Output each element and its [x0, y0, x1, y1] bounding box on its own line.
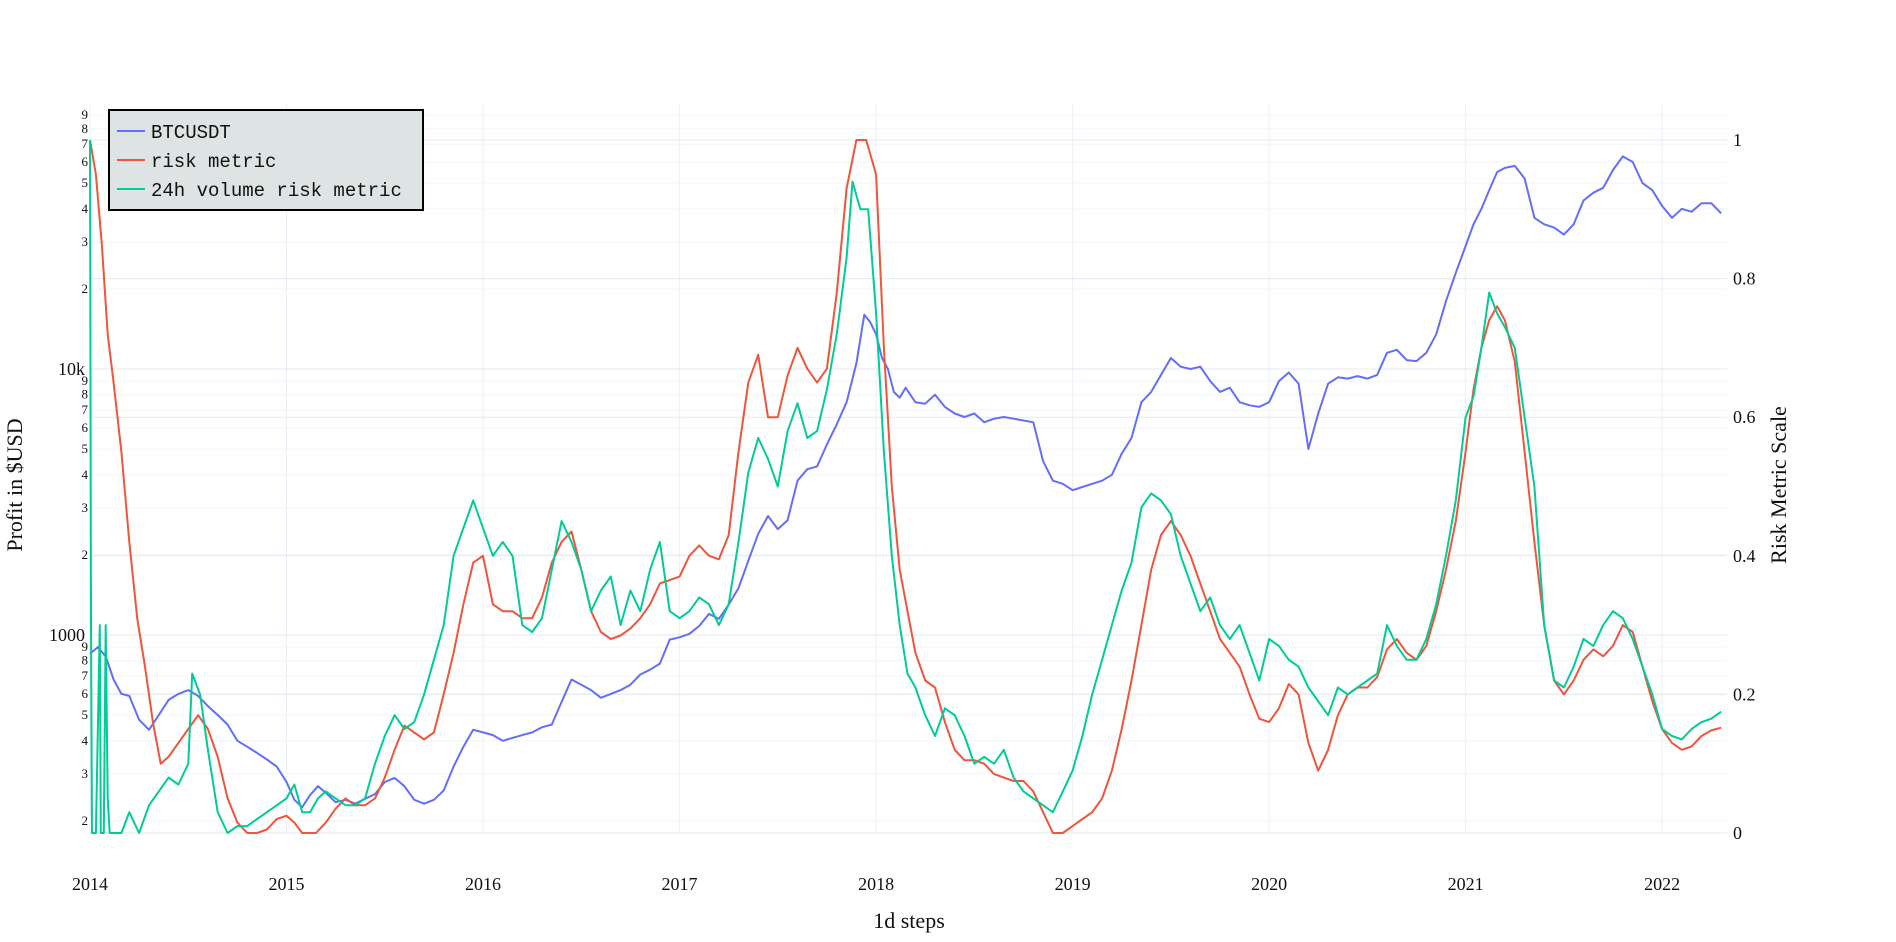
y-axis-right: 0 0.2 0.4 0.6 0.8 1: [1733, 130, 1756, 843]
y-left-major-tick-label: 1000: [49, 625, 85, 645]
x-tick-label: 2015: [269, 874, 305, 894]
y-left-major-tick-label: 10k: [58, 359, 85, 379]
y-left-minor-tick-label: 4: [82, 201, 89, 216]
y-left-minor-tick-label: 9: [82, 639, 89, 654]
x-tick-label: 2020: [1251, 874, 1287, 894]
x-tick-label: 2014: [72, 874, 108, 894]
y-right-tick-label: 0.6: [1733, 407, 1756, 427]
y-left-minor-tick-label: 9: [82, 373, 89, 388]
y-left-minor-tick-label: 6: [82, 686, 89, 701]
legend-item-risk-metric[interactable]: risk metric: [117, 151, 276, 173]
legend-label-btcusdt: BTCUSDT: [151, 122, 231, 144]
y-left-minor-tick-label: 9: [82, 107, 89, 122]
y-left-minor-tick-label: 3: [82, 234, 89, 249]
x-tick-label: 2018: [858, 874, 894, 894]
x-axis: 2014 2015 2016 2017 2018 2019 2020 2021 2022: [72, 874, 1680, 894]
x-tick-label: 2019: [1055, 874, 1091, 894]
y-right-tick-label: 0.2: [1733, 684, 1756, 704]
y-axis-right-title: Risk Metric Scale: [1766, 406, 1791, 564]
grid: [89, 103, 1727, 834]
y-left-minor-tick-label: 5: [82, 175, 89, 190]
y-left-minor-tick-label: 5: [82, 441, 89, 456]
y-left-minor-tick-label: 7: [82, 136, 89, 151]
legend-label-volume-risk-metric: 24h volume risk metric: [151, 180, 402, 202]
x-tick-label: 2016: [465, 874, 501, 894]
x-tick-label: 2022: [1644, 874, 1680, 894]
legend-box: [108, 109, 424, 211]
y-right-tick-label: 0: [1733, 823, 1742, 843]
y-right-tick-label: 0.8: [1733, 269, 1756, 289]
series-line-volume-risk-metric: [89, 139, 1722, 834]
y-left-minor-tick-label: 6: [82, 154, 89, 169]
y-left-minor-tick-label: 6: [82, 420, 89, 435]
series-line-risk-metric: [89, 139, 1722, 834]
y-left-minor-tick-label: 2: [82, 813, 89, 828]
legend-item-volume-risk-metric[interactable]: 24h volume risk metric: [117, 180, 402, 202]
x-axis-title: 1d steps: [873, 908, 945, 933]
y-left-minor-tick-label: 5: [82, 707, 89, 722]
y-left-minor-tick-label: 4: [82, 467, 89, 482]
y-left-minor-tick-label: 8: [82, 653, 89, 668]
y-left-minor-tick-label: 4: [82, 733, 89, 748]
y-left-minor-tick-label: 8: [82, 387, 89, 402]
y-left-minor-tick-label: 2: [82, 547, 89, 562]
legend-item-btcusdt[interactable]: BTCUSDT: [117, 122, 231, 144]
x-tick-label: 2021: [1448, 874, 1484, 894]
y-left-minor-tick-label: 3: [82, 766, 89, 781]
x-tick-label: 2017: [662, 874, 698, 894]
y-left-minor-tick-label: 7: [82, 668, 89, 683]
y-right-tick-label: 1: [1733, 130, 1742, 150]
legend-label-risk-metric: risk metric: [151, 151, 276, 173]
y-right-tick-label: 0.4: [1733, 546, 1756, 566]
legend: BTCUSDT risk metric 24h volume risk metr…: [108, 109, 424, 211]
y-axis-left-title: Profit in $USD: [2, 418, 27, 551]
y-left-minor-tick-label: 3: [82, 500, 89, 515]
y-left-minor-tick-label: 2: [82, 281, 89, 296]
y-left-minor-tick-label: 7: [82, 402, 89, 417]
series-lines: [89, 139, 1722, 834]
y-left-minor-tick-label: 8: [82, 121, 89, 136]
